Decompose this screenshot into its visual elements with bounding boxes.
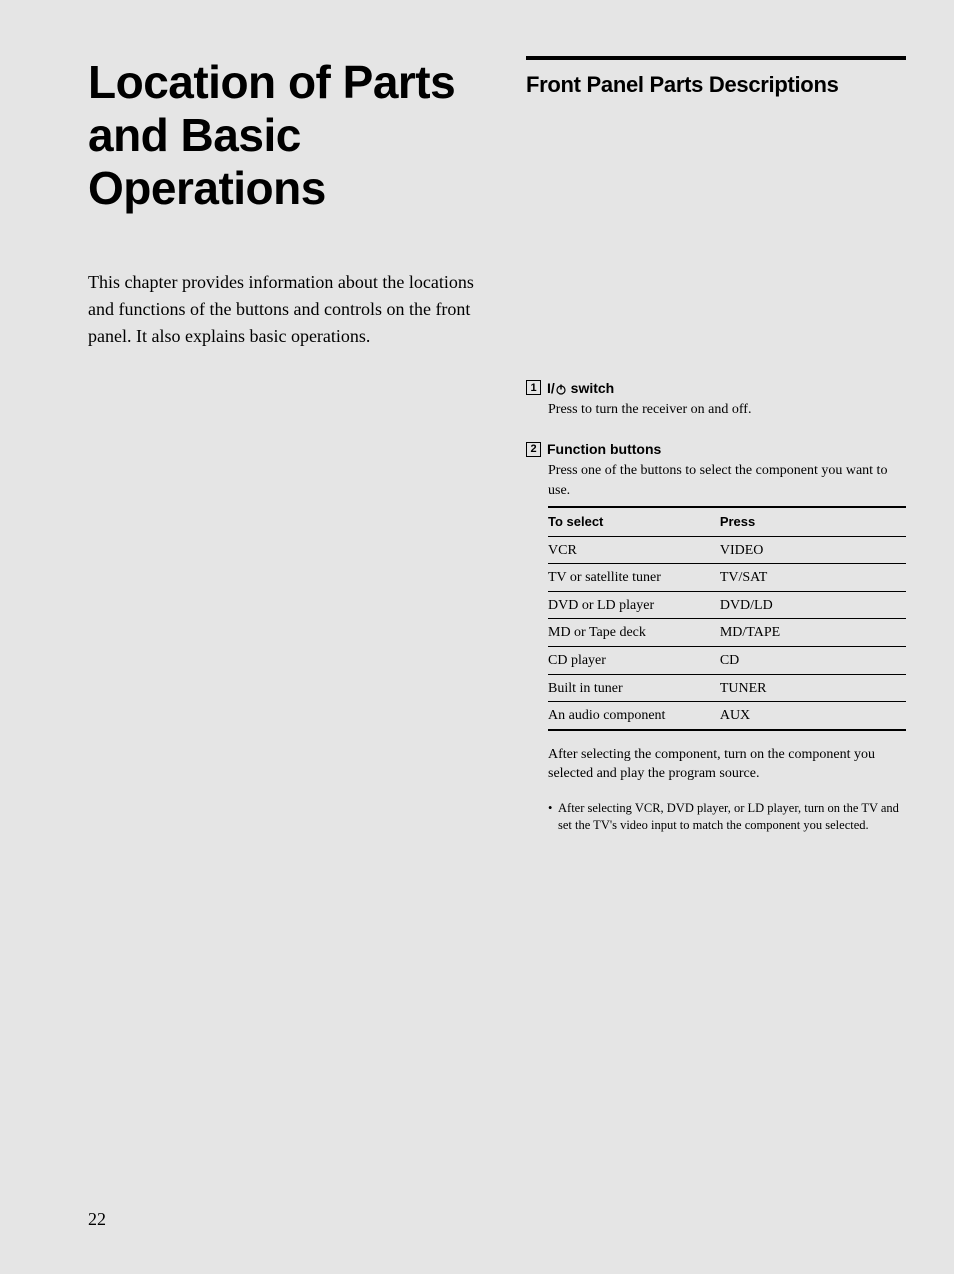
table-cell: TUNER xyxy=(720,674,906,702)
table-cell: An audio component xyxy=(548,702,720,730)
table-cell: CD player xyxy=(548,647,720,675)
chapter-title: Location of Parts and Basic Operations xyxy=(88,56,478,215)
table-row: CD playerCD xyxy=(548,647,906,675)
table-cell: VIDEO xyxy=(720,536,906,564)
table-header-cell: Press xyxy=(720,507,906,536)
page-number: 22 xyxy=(88,1209,106,1230)
item-content: Press one of the buttons to select the c… xyxy=(526,461,906,834)
table-cell: MD/TAPE xyxy=(720,619,906,647)
item-number-badge: 1 xyxy=(526,380,541,395)
section-title: Front Panel Parts Descriptions xyxy=(526,70,906,100)
table-row: MD or Tape deckMD/TAPE xyxy=(548,619,906,647)
item-label: Function buttons xyxy=(547,441,661,457)
section-divider xyxy=(526,56,906,60)
list-item: After selecting VCR, DVD player, or LD p… xyxy=(548,800,906,835)
table-row: Built in tunerTUNER xyxy=(548,674,906,702)
item-label-prefix: I/ xyxy=(547,380,555,396)
bullet-list: After selecting VCR, DVD player, or LD p… xyxy=(548,800,906,835)
function-table: To select Press VCRVIDEO TV or satellite… xyxy=(548,506,906,730)
table-cell: DVD or LD player xyxy=(548,591,720,619)
chapter-intro: This chapter provides information about … xyxy=(88,269,478,350)
item-header: 2 Function buttons xyxy=(526,441,906,457)
table-cell: AUX xyxy=(720,702,906,730)
table-cell: TV/SAT xyxy=(720,564,906,592)
table-row: An audio componentAUX xyxy=(548,702,906,730)
page-columns: Location of Parts and Basic Operations T… xyxy=(88,56,906,857)
item-2: 2 Function buttons Press one of the butt… xyxy=(526,441,906,834)
post-table-text: After selecting the component, turn on t… xyxy=(548,745,906,784)
item-label: I/ switch xyxy=(547,380,614,396)
table-cell: CD xyxy=(720,647,906,675)
table-row: DVD or LD playerDVD/LD xyxy=(548,591,906,619)
table-cell: VCR xyxy=(548,536,720,564)
table-header-cell: To select xyxy=(548,507,720,536)
table-header-row: To select Press xyxy=(548,507,906,536)
table-cell: Built in tuner xyxy=(548,674,720,702)
item-1: 1 I/ switch Press to turn the receiver o… xyxy=(526,380,906,420)
item-description: Press one of the buttons to select the c… xyxy=(548,461,906,500)
item-content: Press to turn the receiver on and off. xyxy=(526,400,906,420)
item-header: 1 I/ switch xyxy=(526,380,906,396)
table-cell: TV or satellite tuner xyxy=(548,564,720,592)
table-cell: MD or Tape deck xyxy=(548,619,720,647)
table-cell: DVD/LD xyxy=(720,591,906,619)
power-icon xyxy=(555,383,567,395)
item-number-badge: 2 xyxy=(526,442,541,457)
right-column: Front Panel Parts Descriptions 1 I/ swit… xyxy=(526,56,906,857)
table-row: TV or satellite tunerTV/SAT xyxy=(548,564,906,592)
item-description: Press to turn the receiver on and off. xyxy=(548,400,906,420)
item-label-suffix: switch xyxy=(567,380,614,396)
left-column: Location of Parts and Basic Operations T… xyxy=(88,56,478,857)
table-row: VCRVIDEO xyxy=(548,536,906,564)
